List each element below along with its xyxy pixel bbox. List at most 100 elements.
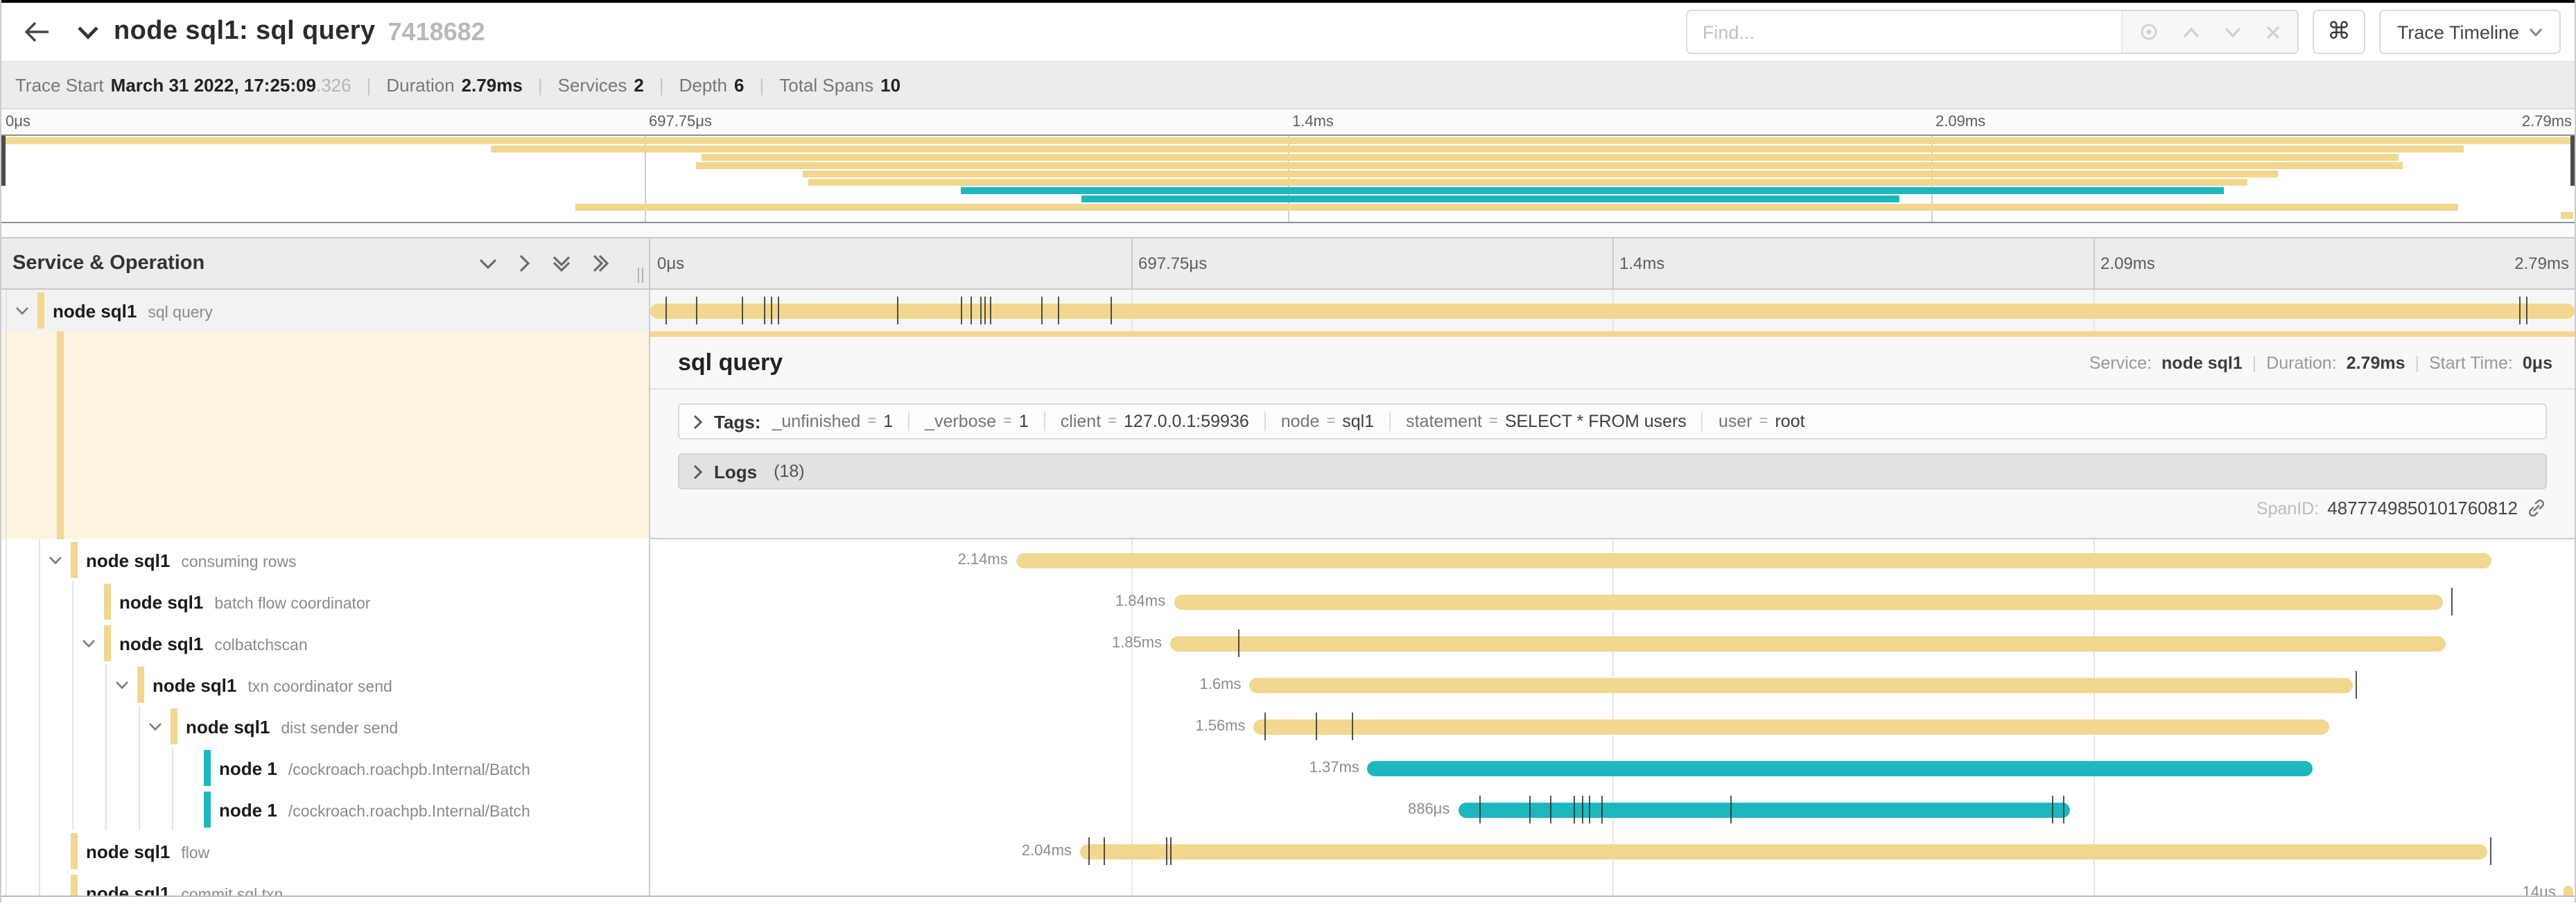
span-bar[interactable] — [1367, 760, 2313, 776]
span-row: node sql1 consuming rows 2.14ms — [1, 539, 2575, 581]
span-tree-cell[interactable]: node 1/cockroach.roachpb.Internal/Batch — [1, 747, 650, 789]
span-bar-cell[interactable]: 14μs — [650, 872, 2575, 896]
tags-accordion[interactable]: Tags: _unfinished = 1 _verbose = 1 client = 127.… — [678, 403, 2547, 439]
service-operation-header: Service & Operation — [1, 238, 650, 288]
span-operation-name: dist sender send — [281, 720, 399, 737]
span-expander-chevron-icon[interactable] — [148, 722, 162, 731]
tag-equals: = — [1108, 413, 1117, 430]
indent-guide — [39, 830, 40, 872]
prev-match-icon[interactable] — [2182, 26, 2200, 38]
log-tick-mark — [1170, 837, 1172, 865]
span-color-bar — [137, 667, 144, 703]
span-duration-label: 1.84ms — [1115, 593, 1166, 610]
log-tick-mark — [1088, 837, 1090, 865]
span-row: node sql1 flow 2.04ms — [1, 830, 2575, 872]
span-expander-chevron-icon[interactable] — [49, 555, 62, 565]
log-tick-mark — [1549, 796, 1551, 823]
span-bar-cell[interactable]: 2.04ms — [650, 830, 2575, 872]
expand-all-icon[interactable] — [592, 254, 610, 273]
duration-label: Duration: — [2266, 353, 2337, 373]
span-tree-cell[interactable]: node sql1 colbatchscan — [1, 622, 650, 664]
span-expander-chevron-icon[interactable] — [115, 680, 129, 690]
minimap-span-strip — [2560, 212, 2574, 219]
span-bar[interactable] — [1174, 594, 2443, 609]
tag-key: statement — [1406, 412, 1482, 431]
collapse-all-icon[interactable] — [552, 254, 571, 272]
link-icon[interactable] — [2526, 498, 2547, 518]
tag-value: SELECT * FROM users — [1504, 412, 1687, 431]
span-detail-row: sql query Service: node sql1 | Duration: 2… — [1, 331, 2575, 539]
minimap-canvas[interactable] — [1, 134, 2575, 223]
tags-list: _unfinished = 1 _verbose = 1 client = 127.0.0.1:… — [772, 412, 1805, 431]
indent-guide — [6, 622, 7, 664]
span-color-bar — [171, 708, 177, 744]
span-color-bar — [71, 833, 78, 869]
span-bar[interactable] — [1249, 677, 2353, 692]
indent-guide — [39, 539, 40, 581]
minimap-viewport-handle[interactable] — [2570, 136, 2575, 186]
next-match-icon[interactable] — [2224, 26, 2242, 38]
span-bar-cell[interactable]: 2.14ms — [650, 539, 2575, 581]
span-tree-cell[interactable]: node sql1 sql query — [1, 290, 650, 331]
expand-one-icon[interactable] — [519, 254, 531, 273]
tag-key: client — [1060, 412, 1102, 431]
tick-separator — [1131, 238, 1133, 288]
indent-guide — [39, 789, 40, 830]
span-bar-cell[interactable]: 1.85ms — [650, 622, 2575, 664]
collapse-trace-header-button[interactable] — [76, 24, 100, 40]
span-bar[interactable] — [1458, 802, 2069, 817]
indent-guide — [72, 664, 73, 706]
span-bar[interactable] — [2564, 885, 2574, 896]
trace-timeline-dropdown[interactable]: Trace Timeline — [2378, 10, 2561, 54]
indent-guide — [39, 872, 40, 896]
span-tree-cell[interactable]: node sql1 flow — [1, 830, 650, 872]
minimap-viewport-handle[interactable] — [1, 136, 6, 186]
collapse-one-icon[interactable] — [478, 257, 498, 270]
log-tick-mark — [665, 297, 667, 324]
span-bar[interactable] — [1253, 719, 2330, 734]
span-row: node sql1 colbatchscan 1.85ms — [1, 622, 2575, 664]
span-bar-cell[interactable]: 886μs — [650, 789, 2575, 830]
minimap-tick-label: 2.79ms — [2521, 114, 2572, 130]
clear-find-icon[interactable] — [2265, 24, 2281, 40]
logs-accordion[interactable]: Logs (18) — [678, 453, 2547, 489]
find-input[interactable] — [1687, 11, 2121, 53]
indent-guide — [6, 539, 7, 581]
span-detail-title-row: sql query Service: node sql1 | Duration: 2… — [650, 337, 2575, 390]
span-tree-cell[interactable]: node 1/cockroach.roachpb.Internal/Batch — [1, 789, 650, 830]
log-tick-mark — [2062, 796, 2064, 823]
indent-guide — [39, 664, 40, 706]
span-tree-cell[interactable]: node sql1 consuming rows — [1, 539, 650, 581]
span-service-name: node sql1 sql query — [53, 300, 213, 321]
span-bar-cell[interactable]: 1.6ms — [650, 664, 2575, 706]
span-tree-cell[interactable]: node sql1 dist sender send — [1, 706, 650, 747]
log-tick-mark — [742, 297, 744, 324]
indent-guide — [105, 706, 107, 747]
span-bar-cell[interactable]: 1.56ms — [650, 706, 2575, 747]
timeline-gridline — [1131, 747, 1133, 789]
span-tree-cell[interactable]: node sql1 commit sql txn — [1, 872, 650, 896]
span-bar-cell[interactable]: 1.37ms — [650, 747, 2575, 789]
span-bar[interactable] — [1016, 552, 2492, 568]
span-tree-cell[interactable]: node sql1 batch flow coordinator — [1, 581, 650, 622]
duration-label: Duration — [386, 75, 455, 96]
span-bar-cell[interactable]: 1.84ms — [650, 581, 2575, 622]
span-operation-name: flow — [181, 845, 210, 862]
span-tree-cell[interactable]: node sql1 txn coordinator send — [1, 664, 650, 706]
focus-match-icon[interactable] — [2139, 22, 2159, 42]
back-button[interactable] — [15, 11, 57, 53]
span-expander-chevron-icon[interactable] — [15, 306, 29, 315]
service-operation-title: Service & Operation — [12, 252, 205, 274]
tags-label: Tags: — [714, 411, 761, 432]
span-bar-cell[interactable] — [650, 290, 2575, 331]
span-bar[interactable] — [1079, 844, 2487, 859]
keyboard-shortcuts-button[interactable]: ⌘ — [2312, 10, 2365, 54]
indent-guide — [6, 706, 7, 747]
span-expander-chevron-icon[interactable] — [82, 638, 96, 648]
log-tick-mark — [1111, 297, 1112, 324]
span-bar[interactable] — [1170, 636, 2446, 651]
minimap-tick-label: 0μs — [6, 114, 31, 130]
span-bar[interactable] — [650, 303, 2575, 318]
column-resize-grip[interactable] — [638, 268, 643, 283]
